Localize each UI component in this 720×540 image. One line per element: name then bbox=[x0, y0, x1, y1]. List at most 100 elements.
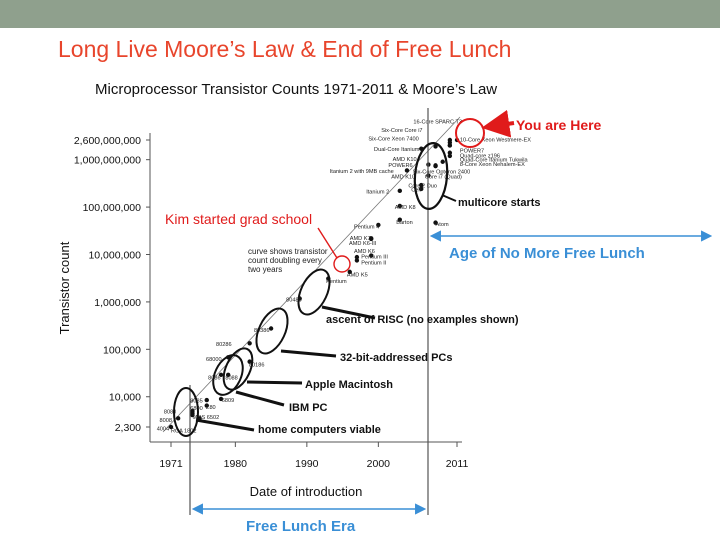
data-point bbox=[447, 140, 453, 145]
point-label: 8008 bbox=[160, 418, 172, 424]
data-point bbox=[404, 168, 410, 173]
risc-label: ascent of RISC (no examples shown) bbox=[326, 314, 519, 326]
point-label: POWER7 bbox=[460, 148, 484, 154]
y-tick-label: 10,000,000 bbox=[88, 250, 141, 262]
point-label: Core 2 Duo bbox=[408, 184, 437, 190]
chart-title: Microprocessor Transistor Counts 1971-20… bbox=[95, 81, 497, 98]
data-point bbox=[218, 396, 224, 402]
point-label: Six-Core Core i7 bbox=[381, 128, 422, 134]
x-tick-label: 2000 bbox=[367, 458, 391, 470]
point-label: AMD K10 bbox=[391, 174, 415, 180]
point-label: AMD K8 bbox=[395, 205, 416, 211]
data-point bbox=[440, 159, 445, 164]
x-tick-label: 2011 bbox=[446, 458, 469, 470]
data-point bbox=[190, 412, 195, 418]
data-point bbox=[397, 217, 402, 222]
multicore-ellipse bbox=[413, 141, 449, 211]
ibm-pc-ellipse bbox=[212, 354, 244, 396]
grad-school-label: Kim started grad school bbox=[165, 211, 312, 227]
x-axis-title: Date of introduction bbox=[250, 484, 363, 499]
data-point bbox=[433, 220, 438, 225]
y-tick-label: 1,000,000,000 bbox=[74, 155, 141, 167]
data-point bbox=[218, 372, 224, 378]
you-are-here-label: You are Here bbox=[516, 117, 602, 133]
point-label: Six-Core Xeon 7400 bbox=[368, 136, 418, 142]
point-label: 10-Core Xeon Westmere-EX bbox=[460, 138, 531, 144]
trend-label: curve shows transistor count doubling ev… bbox=[248, 247, 330, 274]
32bit-pc-ellipse bbox=[255, 307, 289, 355]
data-point bbox=[369, 253, 374, 258]
apple-mac-pointer bbox=[246, 380, 303, 385]
data-point bbox=[354, 258, 360, 263]
point-label: 6800 bbox=[190, 406, 202, 412]
y-tick-label: 1,000,000 bbox=[94, 297, 141, 309]
grad-school-pointer bbox=[317, 227, 338, 259]
data-point bbox=[397, 188, 402, 194]
point-label: Quad-Core Itanium Tukwila bbox=[460, 158, 529, 164]
point-label: POWER6 bbox=[388, 163, 412, 169]
point-label: AMD K6-III bbox=[349, 241, 377, 247]
point-label: Pentium III bbox=[361, 254, 388, 260]
ibm-pc-pointer bbox=[235, 390, 285, 407]
point-label: 80186 bbox=[249, 363, 265, 369]
point-label: Dual-Core Itanium 2 bbox=[374, 147, 424, 153]
point-label: Pentium II bbox=[361, 260, 387, 266]
data-point bbox=[190, 408, 195, 414]
free-lunch-era-label: Free Lunch Era bbox=[246, 518, 356, 535]
home-computers-label: home computers viable bbox=[258, 424, 381, 436]
x-tick-label: 1990 bbox=[295, 458, 319, 470]
data-point bbox=[268, 326, 274, 331]
point-label: 8080 bbox=[164, 410, 176, 416]
point-label: AMD K7 bbox=[350, 236, 371, 242]
data-point bbox=[447, 153, 453, 159]
point-label: Itanium 2 bbox=[366, 189, 389, 195]
grad-school-circle bbox=[333, 255, 351, 273]
point-label: Pentium bbox=[326, 279, 347, 285]
you-are-here-arrow bbox=[481, 109, 515, 138]
y-tick-label: 10,000 bbox=[109, 392, 141, 404]
risc-pointer bbox=[321, 305, 376, 320]
point-label: 8-Core Xeon Nehalem-EX bbox=[460, 162, 525, 168]
top-band bbox=[0, 0, 720, 28]
point-label: Barton bbox=[396, 220, 412, 226]
x-tick-label: 1971 bbox=[159, 458, 183, 470]
point-label: 4004 bbox=[157, 426, 169, 432]
point-label: 80486 bbox=[286, 298, 302, 304]
point-label: Itanium 2 with 9MB cache bbox=[330, 169, 394, 175]
data-point bbox=[419, 182, 424, 188]
y-ticks: 2,600,000,000 1,000,000,000 100,000,000 10,… bbox=[74, 135, 150, 434]
point-label: Core i7 (Quad) bbox=[425, 174, 462, 180]
32bit-pc-pointer bbox=[280, 349, 337, 358]
slide-title: Long Live Moore’s Law & End of Free Lunc… bbox=[58, 36, 512, 62]
data-point bbox=[433, 144, 438, 149]
data-point bbox=[397, 203, 402, 209]
point-label: 68000 bbox=[206, 357, 222, 363]
y-tick-label: 100,000 bbox=[103, 344, 141, 356]
point-label: MOS 6502 bbox=[192, 415, 219, 421]
point-label: 8088 bbox=[225, 376, 237, 382]
point-label: 16-Core SPARC T3 bbox=[413, 119, 462, 125]
data-point bbox=[433, 163, 438, 168]
point-label: 80386 bbox=[254, 328, 270, 334]
x-ticks: 1971 1980 1990 2000 2011 bbox=[159, 442, 468, 470]
data-point bbox=[447, 150, 453, 155]
home-computers-ellipse bbox=[173, 387, 199, 437]
point-label: RCA 1802 bbox=[171, 428, 197, 434]
data-point bbox=[247, 359, 252, 364]
apple-macintosh-label: Apple Macintosh bbox=[305, 379, 393, 391]
y-axis-title: Transistor count bbox=[57, 241, 72, 334]
data-point bbox=[419, 186, 424, 192]
point-label: AMD K5 bbox=[347, 272, 368, 278]
point-label: AMD K10 bbox=[393, 157, 417, 163]
point-label: Pentium 4 bbox=[354, 224, 379, 230]
point-label: Atom bbox=[436, 222, 449, 228]
data-point bbox=[175, 416, 181, 421]
point-label: 80286 bbox=[216, 342, 232, 348]
ibm-pc-label: IBM PC bbox=[289, 402, 328, 414]
point-label: AMD K6 bbox=[354, 249, 375, 255]
y-tick-label: 2,300 bbox=[115, 422, 141, 434]
data-point bbox=[347, 269, 352, 275]
data-point bbox=[226, 372, 231, 378]
